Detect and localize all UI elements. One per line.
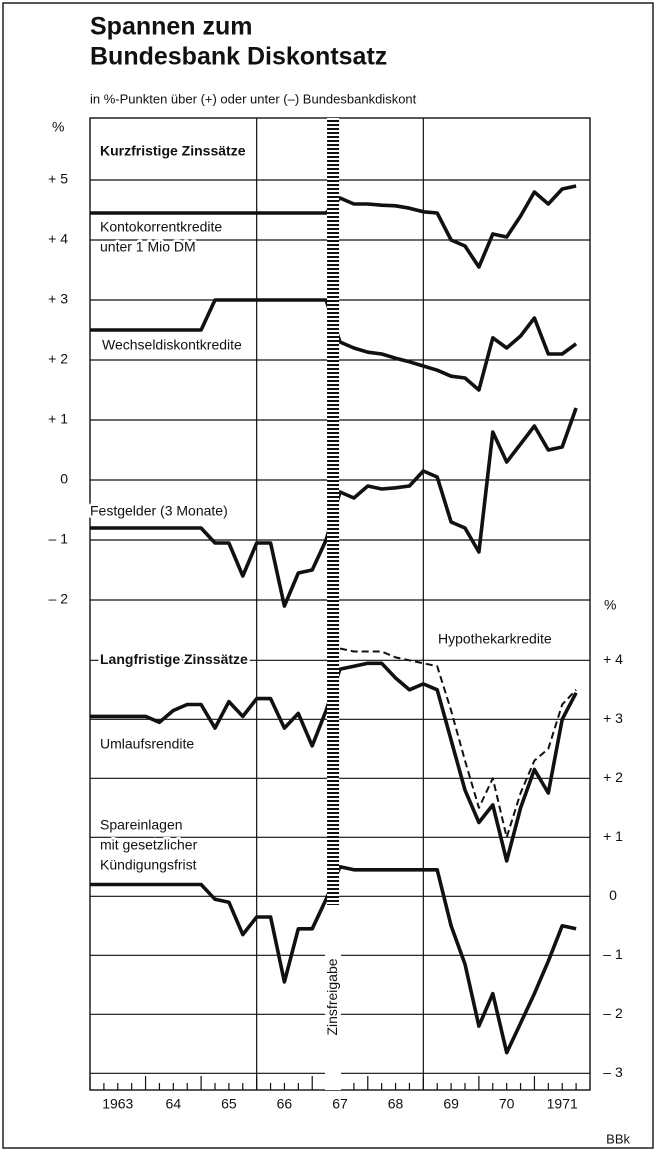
x-tick-label: 64 bbox=[166, 1096, 182, 1112]
panel-title: Kurzfristige Zinssätze bbox=[100, 143, 246, 159]
y-tick-label: 0 bbox=[60, 471, 68, 487]
y2-tick-label: – 3 bbox=[603, 1064, 623, 1080]
y-tick-label: + 5 bbox=[48, 171, 68, 187]
series-label: Spareinlagen bbox=[100, 817, 183, 833]
series-label: Kündigungsfrist bbox=[100, 857, 197, 873]
series-label: Kontokorrentkredite bbox=[100, 219, 222, 235]
annotation-bg bbox=[325, 905, 342, 1090]
y2-tick-label: + 1 bbox=[603, 828, 623, 844]
annotation: Zinsfreigabe bbox=[324, 958, 340, 1035]
y-tick-label: + 3 bbox=[48, 291, 68, 307]
series-label: Hypothekarkredite bbox=[438, 631, 552, 647]
chart-title: Bundesbank Diskontsatz bbox=[90, 43, 387, 71]
x-tick-label: 66 bbox=[277, 1096, 293, 1112]
y-tick-label: + 1 bbox=[48, 411, 68, 427]
chart-title: Spannen zum bbox=[90, 13, 253, 41]
y2-tick-label: + 4 bbox=[603, 651, 623, 667]
y2-tick-label: 0 bbox=[609, 887, 617, 903]
panel-title: Langfristige Zinssätze bbox=[100, 651, 248, 667]
x-tick-label: 67 bbox=[332, 1096, 348, 1112]
y2-tick-label: + 3 bbox=[603, 710, 623, 726]
y-unit: % bbox=[52, 119, 64, 135]
series-label: unter 1 Mio DM bbox=[100, 239, 196, 255]
break-hatch bbox=[327, 118, 340, 1090]
outer-border bbox=[2, 2, 654, 1149]
x-tick-label: 65 bbox=[221, 1096, 237, 1112]
series-label: mit gesetzlicher bbox=[100, 837, 198, 853]
source: BBk bbox=[606, 1131, 630, 1146]
y2-tick-label: – 2 bbox=[603, 1005, 623, 1021]
x-tick-label: 69 bbox=[443, 1096, 459, 1112]
series-line bbox=[339, 647, 577, 839]
x-tick-label: 1963 bbox=[102, 1096, 133, 1112]
y-tick-label: + 4 bbox=[48, 231, 68, 247]
y-tick-label: + 2 bbox=[48, 351, 68, 367]
series-label: Wechseldiskontkredite bbox=[102, 337, 242, 353]
y2-tick-label: – 1 bbox=[603, 946, 623, 962]
y2-tick-label: + 2 bbox=[603, 769, 623, 785]
subtitle: in %-Punkten über (+) oder unter (–) Bun… bbox=[90, 91, 417, 106]
y-tick-label: – 1 bbox=[49, 531, 69, 547]
x-tick-label: 70 bbox=[499, 1096, 515, 1112]
series-label: Festgelder (3 Monate) bbox=[90, 503, 228, 519]
x-tick-label: 68 bbox=[388, 1096, 404, 1112]
x-tick-label: 1971 bbox=[547, 1096, 578, 1112]
y2-unit: % bbox=[604, 597, 616, 613]
y-tick-label: – 2 bbox=[49, 591, 69, 607]
series-label: Umlaufsrendite bbox=[100, 736, 194, 752]
